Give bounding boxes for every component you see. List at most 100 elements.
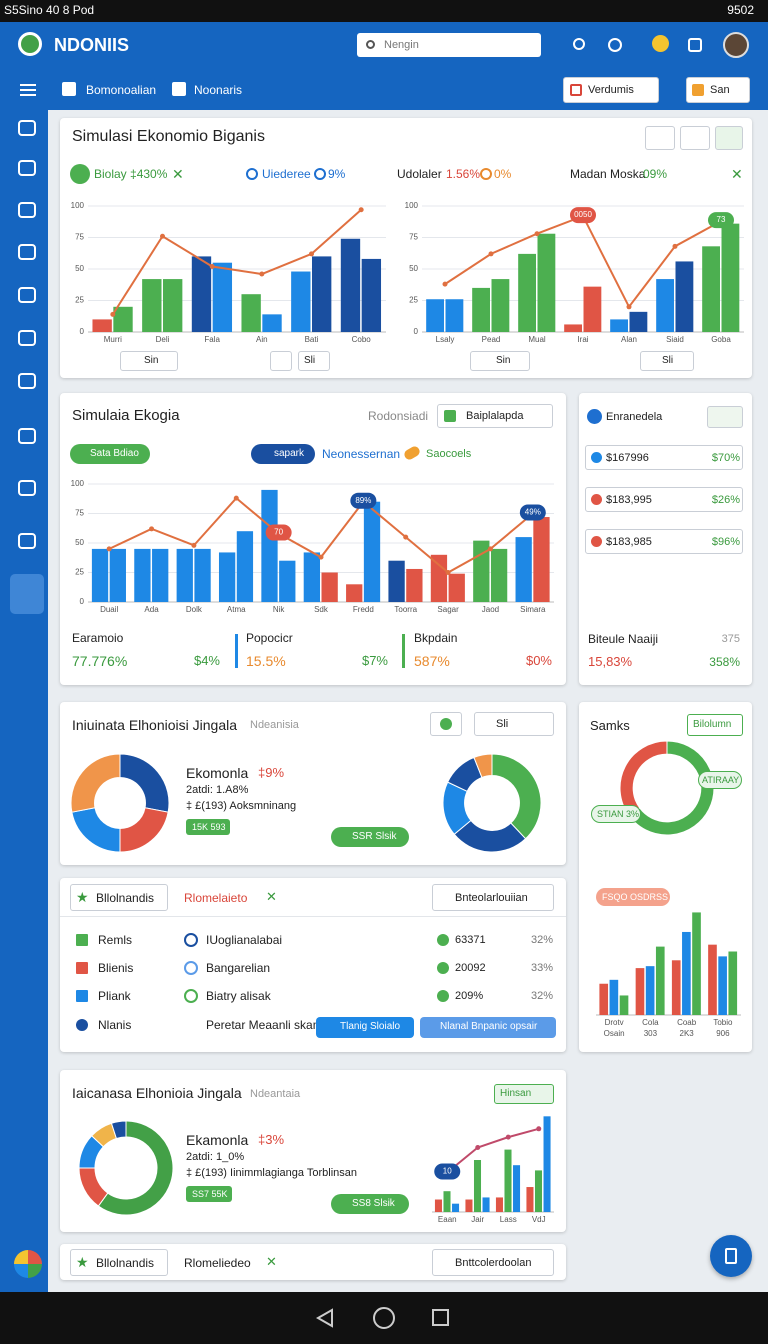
list-row[interactable] [585,529,743,554]
dropdown[interactable] [494,1084,554,1104]
notifications-button[interactable] [688,38,702,52]
bar [629,311,648,332]
button[interactable] [331,1194,409,1214]
sidebar-icon[interactable] [18,287,36,303]
legend-swatch [76,962,88,974]
control-dropdown[interactable] [640,351,694,371]
home-button[interactable] [373,1307,395,1329]
sidebar-icon[interactable] [18,533,36,549]
dropdown[interactable] [474,712,554,736]
legend-swatch [76,1019,88,1031]
toolbar-tab[interactable]: Noonaris [194,83,243,97]
close-icon[interactable]: ✕ [266,1254,277,1269]
toolbar-dropdown[interactable] [686,77,750,103]
y-tick-label: 75 [75,509,84,518]
bar [321,572,338,602]
tab-label[interactable]: Rlomelaieto [184,891,248,905]
button[interactable] [687,714,743,736]
back-button[interactable] [315,1308,333,1328]
bar [655,946,665,1015]
line-point [259,271,265,277]
ring-chip [698,771,742,789]
footer-count: 375 [721,633,740,645]
sidebar-icon[interactable] [18,160,36,176]
chip[interactable] [70,444,150,464]
dropdown[interactable] [432,884,554,911]
sidebar-icon[interactable] [18,480,36,496]
x-tick-label: Jaod [482,605,499,614]
item-label: Biatry alisak [206,989,271,1003]
toolbar-dropdown[interactable] [563,77,659,103]
sidebar-icon[interactable] [18,330,36,346]
bar [262,314,282,332]
dropdown[interactable] [437,404,553,428]
button[interactable] [316,1017,414,1038]
tab-label[interactable]: Rlomeliedeo [184,1256,251,1270]
sidebar-active[interactable] [10,574,44,614]
x-tick-label: Atma [227,605,246,614]
tab-icon [172,82,186,96]
row-icon [591,452,602,463]
y-tick-label: 50 [75,264,84,273]
coins-button[interactable] [652,35,669,52]
status-bar [0,0,768,22]
icon-button[interactable] [715,126,743,150]
annotation-bubble [350,492,377,509]
bar [671,960,681,1015]
dropdown-label: Bnteolarlouiian [455,892,528,904]
menu-button[interactable] [20,84,36,96]
bar [443,1191,451,1212]
legend-label: Blienis [98,961,134,975]
messages-button[interactable] [608,38,622,52]
search-button[interactable] [573,38,585,50]
button[interactable] [420,1017,556,1038]
search-box[interactable] [357,33,541,57]
control-icon[interactable] [270,351,292,371]
annotation-label: 0050 [574,210,592,219]
control-dropdown[interactable] [120,351,178,371]
sidebar-icon[interactable] [18,202,36,218]
control-dropdown[interactable] [470,351,530,371]
sidebar-icon[interactable] [18,428,36,444]
more-button[interactable] [707,406,743,428]
line-point [445,570,451,575]
close-icon[interactable]: ✕ [172,166,184,182]
fab[interactable] [710,1235,752,1277]
list-row[interactable] [585,487,743,512]
nav-buttons [315,1307,449,1329]
badge-label: 15K 593 [192,822,226,832]
line-point [110,311,116,317]
panel-title: Simulasi Ekonomio Biganis [72,128,265,145]
close-icon[interactable]: ✕ [731,166,743,182]
donut-slice [619,740,668,817]
icon-button[interactable] [680,126,710,150]
toolbar-tab[interactable]: Bomonoalian [86,83,157,97]
chip[interactable] [251,444,315,464]
button[interactable] [331,827,409,847]
dropdown[interactable] [432,1249,554,1276]
bar [445,299,464,332]
avatar[interactable] [723,32,749,58]
legend-icon [246,168,258,180]
sidebar-icon[interactable] [18,373,36,389]
close-icon[interactable]: ✕ [266,889,277,904]
dropdown-icon [444,410,456,422]
icon-button[interactable] [645,126,675,150]
recents-button[interactable] [432,1309,449,1326]
control-dropdown[interactable] [298,351,330,371]
logo[interactable] [18,32,42,56]
x-tick-sublabel: Osain [604,1029,625,1038]
sidebar-icon[interactable] [18,244,36,260]
bar [241,294,261,332]
sidebar-icon[interactable] [18,120,36,136]
bar [113,306,133,332]
ring-label: STIAN 3% [597,809,640,819]
tab[interactable] [70,884,168,911]
profile-button[interactable] [14,1250,42,1278]
list-row[interactable] [585,445,743,470]
x-tick-label: Siaid [666,335,684,344]
line-point [475,1145,481,1151]
nav-bar [0,1292,768,1344]
tab[interactable] [70,1249,168,1276]
line-point [487,546,493,552]
